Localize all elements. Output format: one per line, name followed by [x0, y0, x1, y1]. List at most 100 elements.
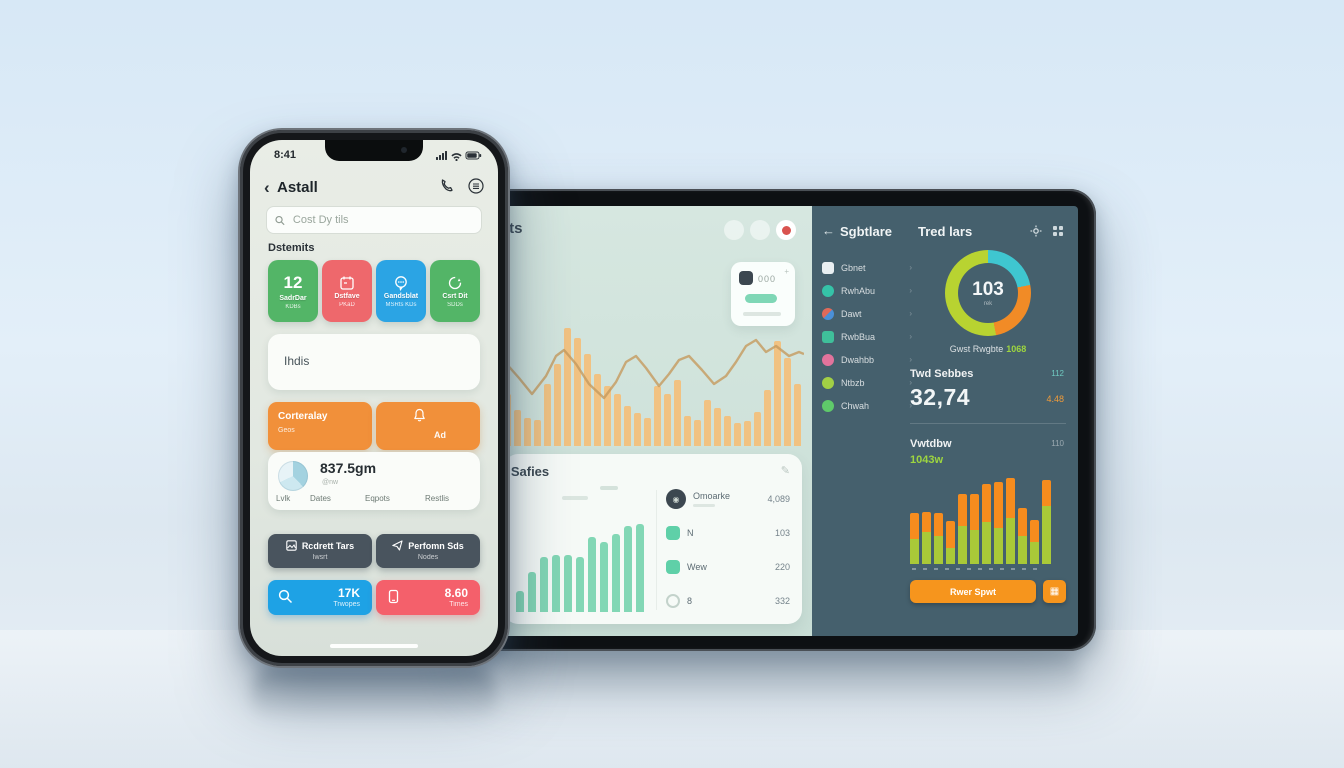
bar: [576, 557, 584, 612]
wifi-icon: [451, 153, 462, 161]
grid-icon[interactable]: [1052, 224, 1064, 242]
tick-mark: [1011, 568, 1015, 570]
button-title: Rcdrett Tars: [301, 540, 355, 551]
stacked-bar: [970, 494, 979, 564]
bar: [684, 416, 691, 446]
notification-button[interactable]: [776, 220, 796, 240]
stacked-bar: [1030, 520, 1039, 564]
chart-annotation-line: [600, 486, 618, 490]
search-stat-button[interactable]: 17K Trwopes: [268, 580, 372, 615]
tab-dates[interactable]: Dates: [310, 494, 331, 503]
bar: [636, 524, 644, 612]
secondary-action-button[interactable]: ▦: [1043, 580, 1066, 603]
bar: [714, 408, 721, 446]
tile-label: Dstfave: [334, 292, 360, 300]
sidebar-item[interactable]: Dawt ›: [822, 302, 912, 325]
search-field[interactable]: [266, 206, 482, 234]
bar: [588, 537, 596, 612]
section-label: Dstemits: [268, 242, 315, 254]
teal-square-icon: [666, 526, 680, 540]
list-item[interactable]: 8 332: [666, 584, 790, 618]
tab-lvlk[interactable]: Lvlk: [276, 494, 291, 503]
notes-card[interactable]: Ihdis: [268, 334, 480, 390]
chevron-right-icon: ›: [909, 286, 912, 295]
header-action-button[interactable]: [724, 220, 744, 240]
bar: [694, 420, 701, 446]
alert-card[interactable]: Ad: [376, 402, 480, 450]
chevron-right-icon: ›: [909, 401, 912, 410]
status-bar: 8:41: [250, 140, 498, 170]
back-chevron-icon[interactable]: ‹: [264, 178, 270, 197]
timer-stat-button[interactable]: 8.60 Times: [376, 580, 480, 615]
content-title: Tred lars: [918, 224, 973, 239]
tile-label: SadrDar: [279, 294, 307, 302]
bar: [784, 358, 791, 446]
perform-button[interactable]: Perfomn Sds Nodes: [376, 534, 480, 568]
summary-sub: @nw: [322, 479, 339, 486]
category-title: Corteralay: [278, 411, 328, 422]
list-item[interactable]: N 103: [666, 516, 790, 550]
primary-action-button[interactable]: Rwer Spwt: [910, 580, 1036, 603]
mini-card-icon: [739, 271, 753, 285]
edit-icon[interactable]: ✎: [780, 465, 790, 477]
sidebar-item[interactable]: Chwah ›: [822, 394, 912, 417]
tile-chat[interactable]: Gandsblat MSRts KDs: [376, 260, 426, 322]
tab-eqpots[interactable]: Eqpots: [365, 494, 390, 503]
tile-calendar-count[interactable]: 12 SadrDar KDBs: [268, 260, 318, 322]
bar: [744, 421, 751, 446]
back-arrow-icon[interactable]: ←: [822, 223, 835, 238]
summary-value: 837.5gm: [320, 460, 377, 476]
header-action-button[interactable]: [750, 220, 770, 240]
tile-sublabel: PKaD: [339, 301, 355, 308]
sidebar-item[interactable]: Dwahbb ›: [822, 348, 912, 371]
status-icons: [436, 151, 482, 161]
side-panel-content: 103 rek Gwst Rwgbte 1068 Twd Sebbes 112 3…: [910, 250, 1066, 603]
stacked-bar: [994, 482, 1003, 564]
sidebar-item[interactable]: Gbnet ›: [822, 256, 912, 279]
gauge-sublabel: rek: [983, 300, 993, 307]
sidebar-item[interactable]: Ntbzb ›: [822, 371, 912, 394]
tile-label: Gandsblat: [383, 292, 419, 300]
gauge-caption-value: 1068: [1006, 344, 1027, 354]
gear-icon[interactable]: [1030, 224, 1042, 242]
stat-sub: Trwopes: [333, 601, 360, 608]
tick-mark: [1033, 568, 1037, 570]
tile-sync[interactable]: Csrt Dit SDDs: [430, 260, 480, 322]
gauge-caption: Gwst Rwgbte 1068: [949, 344, 1027, 354]
button-sub: Iwsrt: [312, 554, 328, 561]
category-sub: Geos: [278, 427, 295, 434]
search-icon: [275, 215, 285, 225]
ring-icon: [666, 594, 680, 608]
stacked-bar: [946, 521, 955, 564]
reports-button[interactable]: Rcdrett Tars Iwsrt: [268, 534, 372, 568]
bar: [524, 418, 531, 446]
menu-icon[interactable]: [468, 178, 484, 199]
sidebar-item[interactable]: RwbBua ›: [822, 325, 912, 348]
list-item[interactable]: ◉ Omoarke 4,089: [666, 482, 790, 516]
category-card[interactable]: Corteralay Geos: [268, 402, 372, 450]
bar: [600, 542, 608, 612]
teal-square-icon: [666, 560, 680, 574]
alert-label: Ad: [434, 430, 446, 440]
list-item[interactable]: Wew 220: [666, 550, 790, 584]
nav-bar: ‹ Astall: [250, 176, 498, 200]
row-value: 332: [774, 596, 790, 606]
bar: [574, 338, 581, 446]
stat2-header-value: 110: [1051, 439, 1064, 448]
bar: [674, 380, 681, 446]
mini-stat-card[interactable]: 000 +: [731, 262, 795, 326]
stat-sub: Times: [449, 601, 468, 608]
home-indicator[interactable]: [330, 644, 418, 648]
bar: [534, 420, 541, 446]
row-value: 103: [774, 528, 790, 538]
sidebar-item[interactable]: RwhAbu ›: [822, 279, 912, 302]
stats-list: ◉ Omoarke 4,089 N 103 Wew 220 8 332: [666, 482, 790, 618]
sidebar-item-label: Ntbzb: [841, 377, 865, 388]
sidebar-item-label: RwhAbu: [841, 285, 876, 296]
phone-call-icon[interactable]: [439, 178, 454, 198]
search-input[interactable]: [290, 213, 473, 227]
tab-restlis[interactable]: Restlis: [425, 494, 450, 503]
bar: [644, 418, 651, 446]
tablet-screen: nts 000 +: [496, 206, 1078, 636]
tile-calendar[interactable]: Dstfave PKaD: [322, 260, 372, 322]
